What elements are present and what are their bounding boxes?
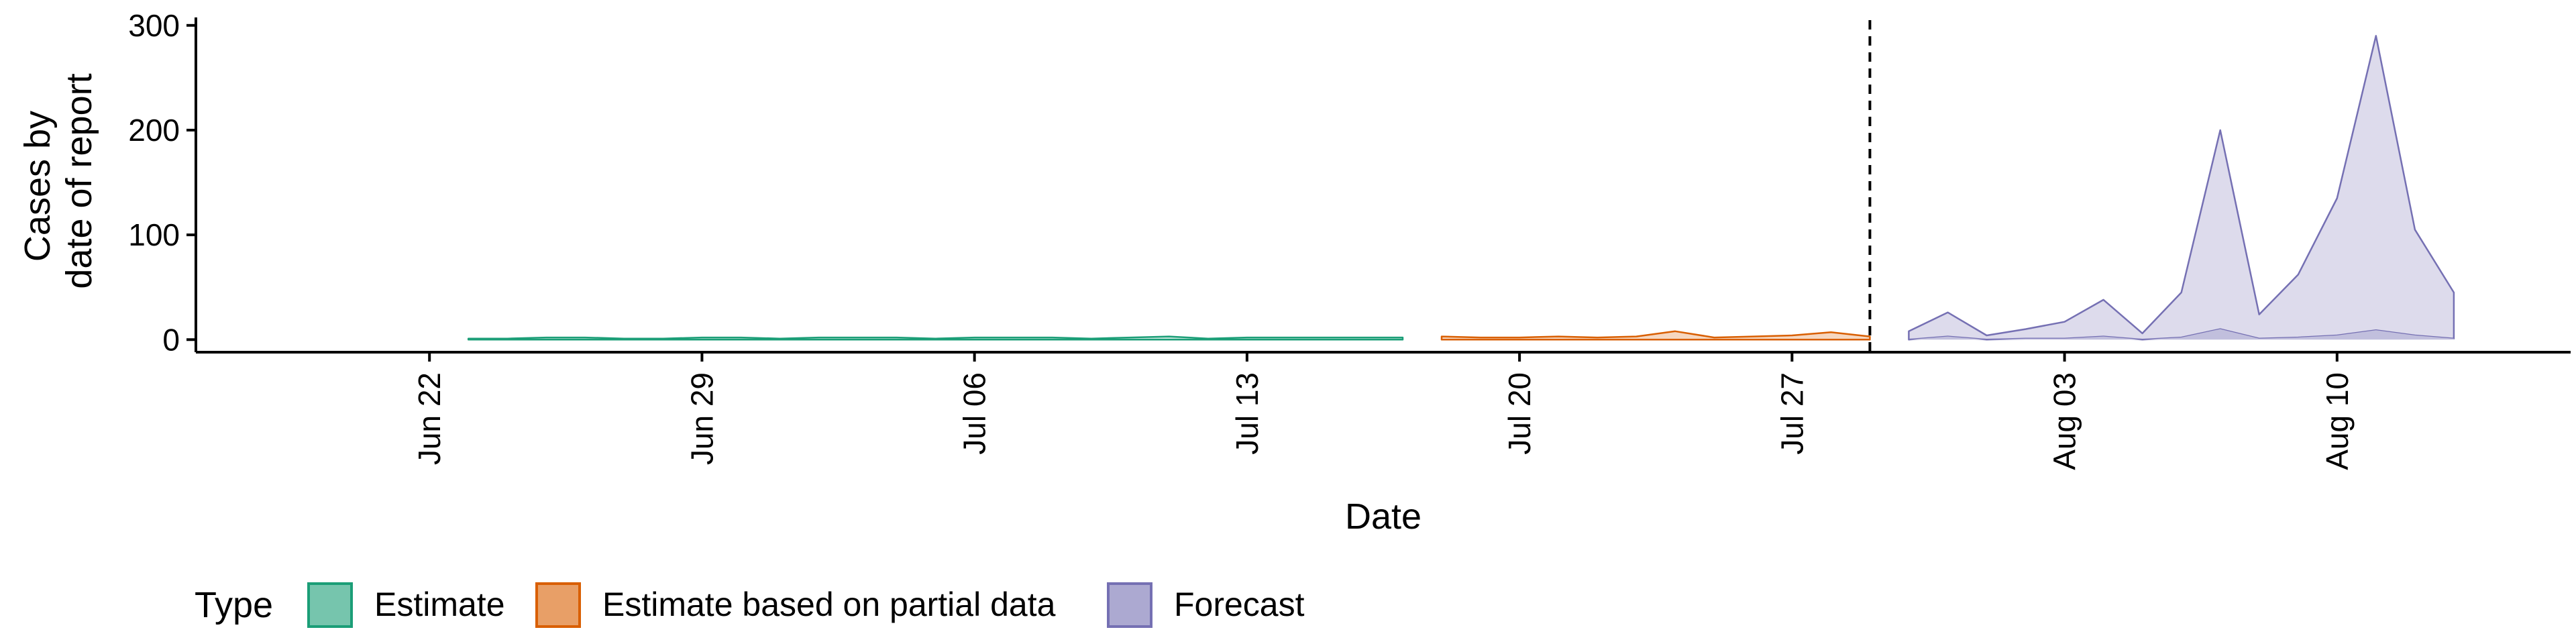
legend-entries: Estimate Estimate based on partial data Fo… [307, 582, 1305, 628]
y-tick-label: 300 [128, 8, 180, 43]
legend-label: Forecast [1174, 586, 1305, 623]
x-tick-label: Jun 29 [684, 372, 719, 465]
legend-key [307, 582, 353, 628]
legend-entry-2: Forecast [1107, 582, 1305, 628]
legend-title: Type [195, 585, 273, 625]
y-tick-label: 100 [128, 217, 180, 252]
y-axis-title-line-2: date of report [59, 73, 99, 288]
x-tick-label: Jul 13 [1230, 372, 1265, 455]
x-tick-label: Aug 03 [2047, 372, 2082, 470]
y-axis-title-line-1: Cases by [17, 111, 58, 262]
x-tick-label: Aug 10 [2320, 372, 2355, 470]
x-axis-title: Date [1345, 496, 1421, 537]
axes-layer: 0 100 200 300 Jun 22 Jun 29 Jul 06 Jul 13 Jul 20… [128, 8, 2571, 470]
legend-key [535, 582, 581, 628]
series-area [1440, 330, 1871, 341]
series-0 [467, 335, 1404, 341]
x-tick-label: Jul 06 [957, 372, 992, 455]
legend-label: Estimate [374, 586, 505, 623]
x-tick-label: Jul 20 [1502, 372, 1537, 455]
series-2 [1908, 35, 2455, 341]
legend-key [1107, 582, 1152, 628]
series-inner-band [1909, 329, 2454, 340]
legend-entry-0: Estimate [307, 582, 505, 628]
legend: Type Estimate Estimate based on partial d… [195, 582, 1305, 628]
x-tick-label: Jun 22 [412, 372, 447, 465]
y-tick-label: 200 [128, 113, 180, 148]
series-1 [1440, 330, 1871, 341]
legend-entry-1: Estimate based on partial data [535, 582, 1056, 628]
legend-label: Estimate based on partial data [602, 586, 1056, 623]
series-area [467, 335, 1404, 341]
y-tick-label: 0 [162, 322, 180, 357]
y-axis-title: Cases by date of report [17, 73, 99, 288]
series-area [1908, 35, 2455, 341]
series-layer [467, 35, 2455, 341]
x-tick-label: Jul 27 [1774, 372, 1809, 455]
